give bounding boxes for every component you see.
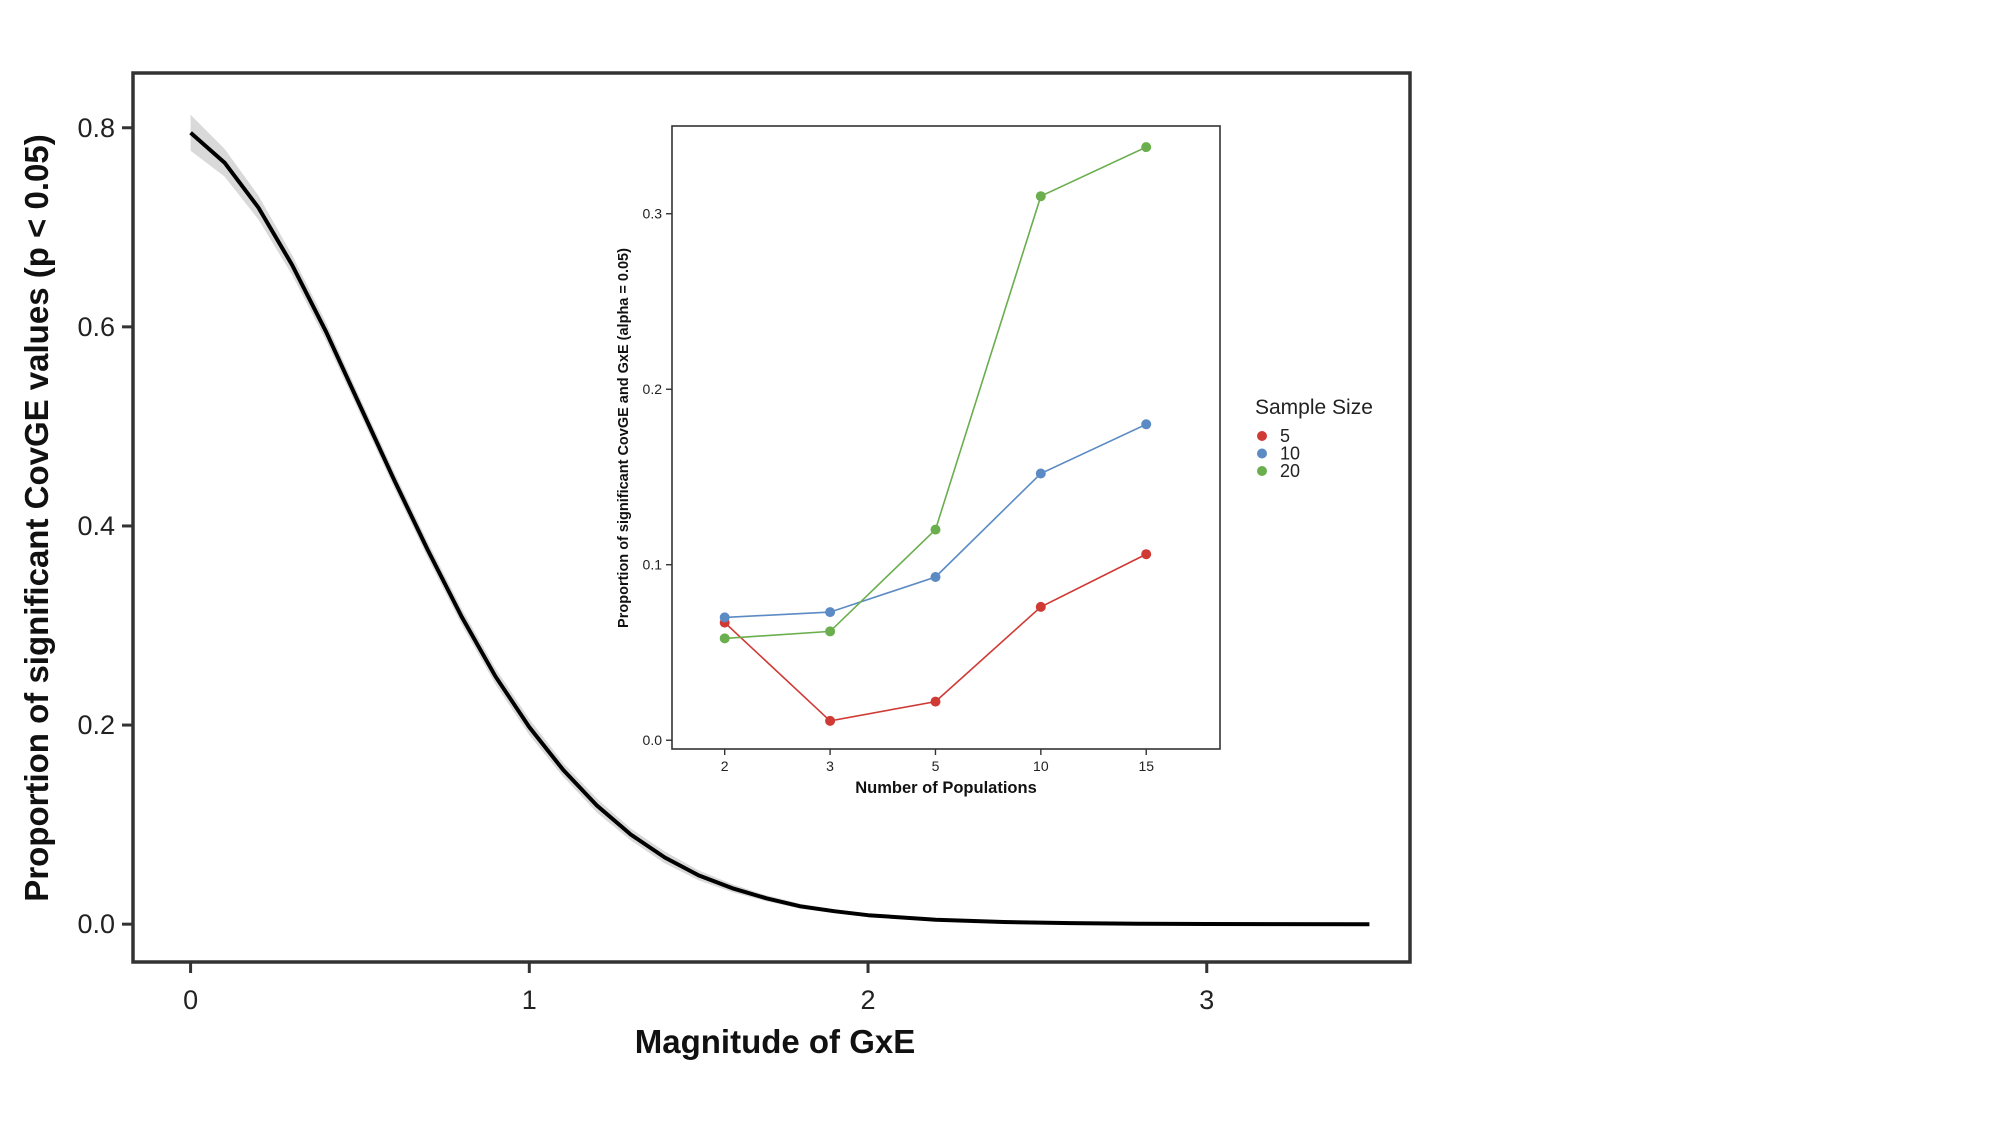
inset-x-tick-label: 2 [721,758,729,774]
main-x-tick-label: 2 [861,985,876,1015]
series-point-10 [930,572,941,582]
inset-x-tick-label: 10 [1033,758,1049,774]
inset-y-tick-label: 0.0 [643,732,663,748]
main-x-axis-title: Magnitude of GxE [635,1023,916,1060]
legend-key-20 [1257,466,1267,476]
main-y-axis-title: Proportion of significant CovGE values (… [18,134,55,901]
legend-label-5: 5 [1280,426,1290,446]
inset-plot-frame [671,125,1221,750]
legend-key-5 [1257,431,1267,441]
inset-y-tick-label: 0.3 [643,206,663,222]
main-y-tick-label: 0.6 [77,312,115,342]
series-point-10 [1141,419,1152,430]
inset-y-axis: 0.0 0.1 0.2 0.3 [643,206,672,748]
series-point-20 [930,524,941,535]
main-plot: 0 1 2 3 0.0 0.2 0.4 0.6 0.8 Magnitude of GxE Pr… [18,71,1412,1060]
main-x-tick-label: 0 [183,985,198,1015]
series-point-5 [825,715,836,726]
series-point-5 [930,696,941,707]
series-point-10 [1035,468,1046,479]
series-point-5 [1141,549,1152,560]
inset-plot-background [672,126,1220,749]
inset-x-axis-title: Number of Populations [855,779,1037,797]
inset-y-axis-title: Proportion of significant CovGE and GxE … [616,248,632,628]
main-y-tick-label: 0.8 [77,113,115,143]
fit-line [189,131,1370,927]
inset-y-tick-label: 0.2 [643,381,663,397]
main-y-tick-label: 0.4 [77,511,115,541]
inset-series-points [719,142,1152,726]
series-point-20 [1141,142,1152,153]
inset-x-axis: 2 3 5 10 15 [721,749,1154,774]
main-y-tick-label: 0.0 [77,909,115,939]
series-point-20 [719,633,730,644]
legend-label-20: 20 [1280,461,1300,481]
main-x-tick-label: 3 [1199,985,1214,1015]
series-point-10 [825,607,836,618]
main-y-tick-label: 0.2 [77,710,115,740]
series-point-20 [1035,191,1046,202]
main-plot-frame [131,71,1412,964]
main-x-axis: 0 1 2 3 [183,962,1214,1015]
inset-plot: 2 3 5 10 15 0.0 0.1 0.2 0.3 Number of Populatio… [616,125,1221,797]
inset-x-tick-label: 3 [826,758,834,774]
main-y-axis: 0.0 0.2 0.4 0.6 0.8 [77,113,133,939]
legend-title: Sample Size [1255,396,1373,419]
series-point-10 [719,612,730,623]
legend-label-10: 10 [1280,444,1300,464]
inset-y-tick-label: 0.1 [643,557,663,573]
series-point-20 [825,626,836,637]
inset-x-tick-label: 5 [932,758,940,774]
series-point-5 [1035,601,1046,612]
main-x-tick-label: 1 [522,985,537,1015]
inset-x-tick-label: 15 [1138,758,1154,774]
legend-key-10 [1257,448,1267,459]
